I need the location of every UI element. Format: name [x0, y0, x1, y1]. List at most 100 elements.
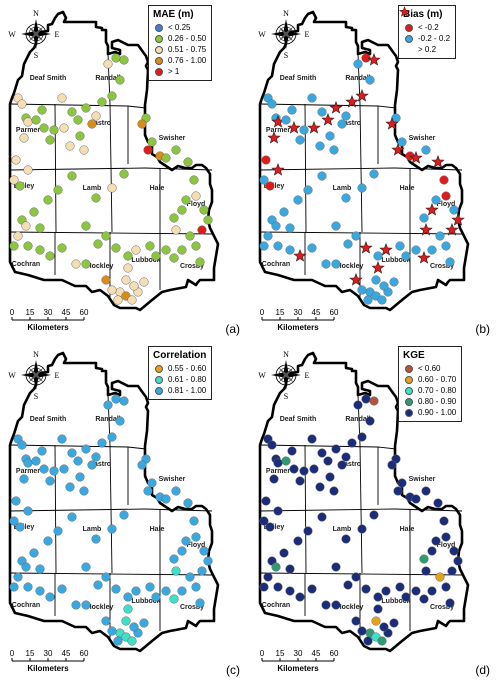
scale-unit: Kilometers	[277, 323, 319, 332]
station-marker	[379, 242, 393, 256]
station-marker	[123, 604, 133, 614]
station-marker	[419, 222, 433, 236]
station-marker	[169, 253, 179, 263]
station-marker	[439, 175, 449, 185]
county-boundary	[54, 103, 57, 233]
station-marker	[389, 277, 399, 287]
station-marker	[433, 498, 443, 508]
station-marker	[111, 584, 121, 594]
station-marker	[331, 259, 341, 269]
county-label: Deaf Smith	[30, 416, 67, 423]
station-marker	[419, 213, 429, 223]
station-marker	[323, 456, 333, 466]
legend: MAE (m) < 0.25 0.26 - 0.50 0.51 - 0.75 0.76 …	[148, 5, 213, 81]
station-marker	[445, 222, 459, 236]
station-marker	[23, 506, 33, 516]
circle-icon	[153, 23, 164, 33]
station-marker	[45, 135, 55, 145]
station-marker	[385, 116, 399, 130]
county-boundary	[377, 105, 397, 109]
circle-icon	[403, 23, 414, 33]
scale-tick: 15	[276, 649, 285, 658]
county-label: Lamb	[333, 526, 352, 533]
station-marker	[357, 432, 367, 442]
county-boundary	[144, 167, 213, 171]
legend-item: 0.26 - 0.50	[153, 33, 206, 44]
station-marker	[29, 207, 39, 217]
legend-item: 0.60 - 0.70	[403, 374, 456, 385]
station-marker	[395, 582, 405, 592]
station-marker	[129, 622, 139, 632]
station-marker	[371, 260, 385, 274]
station-marker	[315, 141, 325, 151]
region-outline	[258, 10, 470, 312]
county-label: Cochran	[262, 602, 290, 609]
compass-e: E	[55, 30, 60, 39]
station-marker	[131, 245, 141, 255]
station-marker	[447, 566, 457, 576]
station-marker	[111, 394, 121, 404]
legend-label: < -0.2	[418, 23, 439, 32]
station-marker	[45, 592, 55, 602]
station-marker	[317, 448, 327, 458]
station-marker	[197, 225, 207, 235]
station-marker	[177, 586, 187, 596]
legend-item: < 0.60	[403, 363, 456, 374]
legend-item: > 1	[153, 66, 206, 77]
station-marker	[23, 582, 33, 592]
station-marker	[161, 245, 171, 255]
station-marker	[453, 556, 463, 566]
county-boundary	[259, 444, 379, 448]
station-marker	[379, 622, 389, 632]
station-marker	[87, 119, 97, 129]
station-marker	[203, 215, 213, 225]
station-marker	[435, 231, 445, 241]
station-marker	[29, 548, 39, 558]
station-marker	[293, 248, 307, 262]
station-marker	[289, 464, 299, 474]
station-marker	[347, 438, 357, 448]
county-label: Cochran	[12, 261, 40, 268]
scale-bar: 0 15 30 45 60 Kilometers	[10, 649, 89, 673]
scale-tick: 45	[62, 649, 71, 658]
county-label: Swisher	[409, 476, 436, 483]
legend-item: 0.80 - 0.90	[403, 396, 456, 407]
station-marker	[363, 295, 373, 305]
station-marker	[287, 105, 297, 115]
station-marker	[17, 440, 27, 450]
station-marker	[191, 191, 201, 201]
station-marker	[107, 285, 117, 295]
station-marker	[365, 416, 375, 426]
station-marker	[119, 169, 129, 179]
legend-label: > 0.2	[418, 45, 437, 54]
region-outline	[8, 10, 220, 312]
map-panel-c: N S E W Deaf Smith Randall Parmer Castro Swisher…	[0, 341, 250, 682]
map-panel-a: N S E W Deaf Smith Randall Parmer Castro Swisher…	[0, 0, 250, 341]
station-marker	[161, 586, 171, 596]
county-boundary	[9, 444, 129, 448]
station-marker	[23, 458, 33, 468]
station-marker	[359, 240, 373, 254]
circle-icon	[153, 67, 164, 77]
compass-s: S	[284, 51, 288, 60]
legend: Correlation 0.55 - 0.60 0.61 - 0.80 0.81 - …	[148, 346, 213, 400]
legend-item: 0.81 - 1.00	[153, 385, 206, 396]
scale-tick: 15	[276, 308, 285, 317]
station-marker	[267, 440, 277, 450]
station-marker	[13, 231, 23, 241]
panel-label: (b)	[475, 322, 490, 336]
station-marker	[87, 460, 97, 470]
station-marker	[337, 460, 347, 470]
scale-unit: Kilometers	[27, 323, 69, 332]
station-marker	[387, 460, 397, 470]
legend-title: Bias (m)	[403, 9, 443, 20]
station-marker	[9, 241, 19, 251]
station-marker	[19, 474, 29, 484]
station-marker	[49, 466, 59, 476]
county-boundary	[259, 167, 396, 171]
station-marker	[341, 111, 351, 121]
station-marker	[147, 137, 157, 147]
scale-tick: 30	[294, 649, 303, 658]
station-marker	[67, 448, 77, 458]
county-label: Randall	[345, 416, 370, 423]
